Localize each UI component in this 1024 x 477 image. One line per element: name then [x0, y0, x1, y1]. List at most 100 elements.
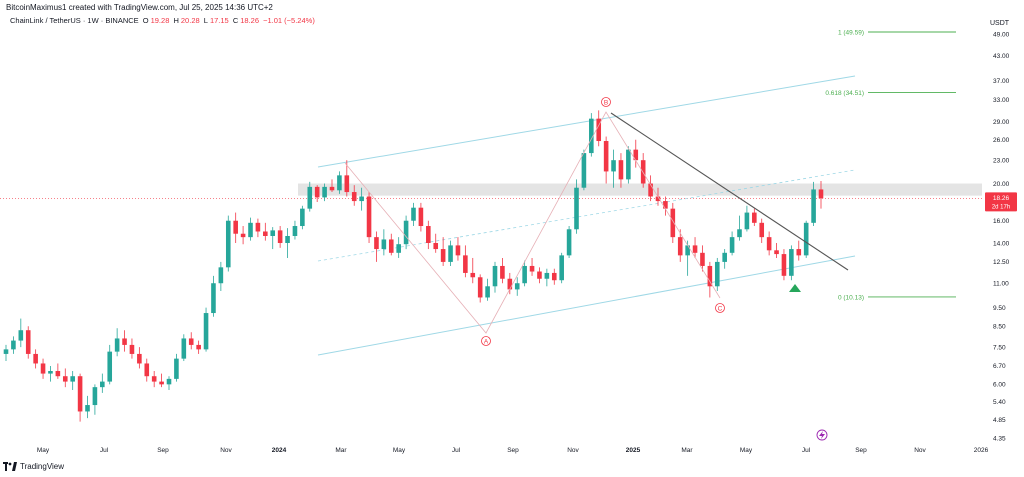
candle-body [448, 245, 453, 262]
candle-body [403, 220, 409, 245]
candle [692, 237, 698, 258]
candle-body [292, 226, 298, 236]
candle-body [307, 186, 313, 209]
axis-unit-label: USDT [990, 20, 1010, 27]
candle-body [218, 267, 224, 284]
candle [663, 196, 668, 216]
candle [411, 202, 416, 227]
candle [100, 373, 105, 393]
y-tick-label: 23.00 [993, 157, 1010, 164]
y-tick-label: 12.50 [993, 259, 1010, 266]
candle [440, 237, 446, 266]
wave-label-circle [715, 303, 725, 313]
candle [3, 344, 9, 362]
candle-body [818, 189, 824, 199]
candle [729, 231, 735, 256]
symbol-name[interactable]: ChainLink / TetherUS · 1W · BINANCE [10, 16, 139, 25]
candle [18, 318, 24, 348]
candle-body [670, 208, 676, 238]
y-tick-label: 20.00 [993, 181, 1010, 188]
candle-body [737, 229, 742, 238]
y-axis[interactable]: 49.00 43.00 37.00 33.00 29.00 26.00 23.00 20.00… [985, 31, 1017, 442]
candle-body [129, 344, 135, 354]
candle-body [507, 278, 513, 290]
candle-body [514, 283, 520, 290]
candle-body [722, 252, 727, 262]
candle [92, 384, 98, 415]
candle [114, 328, 120, 357]
x-tick-label: Sep [855, 447, 867, 454]
candle [359, 187, 364, 211]
candle [255, 218, 261, 238]
candle [507, 272, 513, 295]
channel-lower-line [317, 255, 856, 356]
tradingview-brand[interactable]: TradingView [3, 462, 64, 471]
candle-body [685, 245, 690, 256]
candle [314, 185, 320, 202]
candle-body [789, 249, 794, 276]
channel-mid-line [317, 169, 856, 262]
candle-body [255, 222, 261, 232]
candle-body [596, 118, 602, 142]
candle-body [48, 370, 53, 374]
y-tick-label: 4.35 [993, 435, 1006, 442]
candle-body [781, 254, 787, 276]
ohlc-low-label: L [203, 16, 208, 25]
x-tick-label: Nov [567, 447, 579, 454]
candle-body [388, 239, 394, 253]
candle-body [3, 349, 9, 354]
candle-body [240, 233, 246, 238]
fib-level-label: 0 (10.13) [838, 294, 864, 301]
candle [589, 113, 594, 157]
author-header: BitcoinMaximus1 created with TradingView… [6, 3, 273, 12]
ohlc-high-label: H [173, 16, 179, 25]
ohlc-close-label: C [232, 16, 239, 25]
candle [500, 257, 505, 284]
candle [351, 185, 357, 206]
candle [188, 332, 194, 350]
y-tick-label: 11.00 [993, 281, 1009, 288]
candle-body [485, 286, 490, 298]
symbol-legend: ChainLink / TetherUS · 1W · BINANCE O 19.… [10, 16, 317, 25]
resistance-zone [298, 183, 982, 196]
candle [388, 233, 394, 256]
candle [774, 242, 779, 258]
candle [633, 139, 639, 168]
wave-path [344, 111, 721, 334]
candle-body [344, 175, 350, 193]
candle-body [611, 160, 616, 172]
candle-body [470, 272, 476, 278]
y-tick-label: 29.00 [993, 119, 1010, 126]
x-tick-label: May [393, 447, 406, 454]
candle [796, 240, 802, 261]
candle-body [366, 196, 372, 238]
candle-body [440, 249, 446, 262]
candle-body [396, 244, 401, 253]
candle [514, 277, 520, 296]
x-axis[interactable]: May Jul Sep Nov 2024 Mar May Jul Sep Nov 2025 Mar Ma… [37, 447, 989, 454]
candle-body [729, 237, 735, 253]
ohlc-open: 19.28 [150, 16, 170, 25]
candle [581, 149, 587, 191]
candle [470, 257, 476, 284]
candle-body [196, 344, 201, 350]
candle [322, 183, 327, 202]
y-tick-label: 43.00 [993, 53, 1010, 60]
candle [11, 336, 16, 354]
candle-body [359, 196, 364, 202]
candle [77, 373, 83, 422]
y-tick-label: 4.85 [993, 417, 1006, 424]
candle [166, 376, 172, 391]
candle [744, 205, 750, 232]
candle-body [522, 265, 527, 284]
candle [403, 215, 409, 250]
candle-body [463, 255, 468, 273]
ohlc-close: 18.26 [240, 16, 260, 25]
candle [426, 220, 431, 250]
candle-body [411, 207, 416, 221]
candle [263, 222, 268, 241]
candle-body [551, 272, 557, 281]
candle-body [40, 363, 46, 374]
wave-label-circle [601, 97, 611, 107]
